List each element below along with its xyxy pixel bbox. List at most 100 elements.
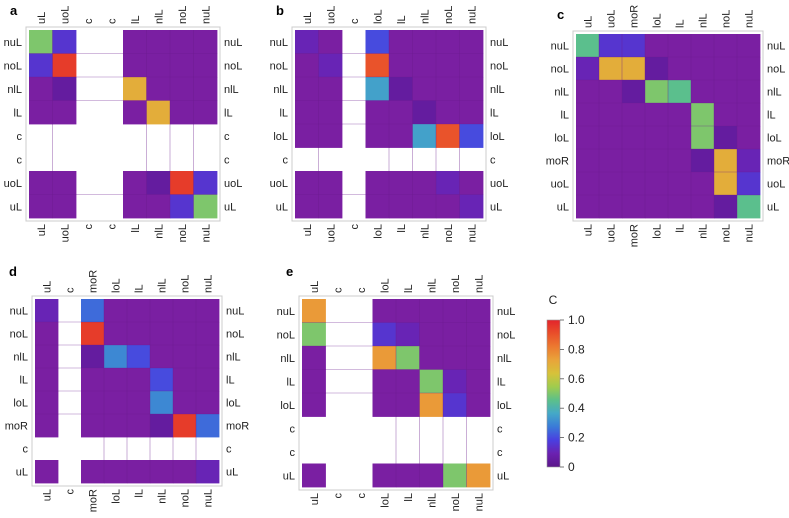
heatmap-cell bbox=[173, 322, 197, 346]
heatmap-cell bbox=[81, 299, 105, 323]
col-tick-label-top: uoL bbox=[606, 10, 618, 28]
row-tick-label-right: uoL bbox=[490, 178, 508, 190]
col-tick-label-top: c bbox=[65, 287, 77, 293]
colorbar-tick-label: 0.4 bbox=[568, 401, 585, 415]
heatmap-cell bbox=[459, 171, 484, 195]
col-tick-label-bottom: uoL bbox=[606, 224, 618, 242]
heatmap-cell bbox=[419, 369, 444, 394]
heatmap-cell bbox=[459, 124, 484, 148]
heatmap-cell bbox=[576, 149, 600, 173]
panel-a: a uLuLuoLuoLcccclLlLnlLnlLnoLnoLnuLnuLnuL… bbox=[4, 3, 243, 242]
col-tick-label-bottom: uoL bbox=[325, 224, 337, 242]
col-tick-label-bottom: lL bbox=[130, 224, 142, 233]
row-tick-label-left: noL bbox=[10, 329, 28, 341]
heatmap-cell bbox=[196, 368, 220, 392]
heatmap-cell bbox=[318, 53, 343, 78]
row-tick-label-right: nuL bbox=[767, 41, 785, 53]
row-tick-label-left: nlL bbox=[554, 87, 569, 99]
col-tick-label-bottom: nuL bbox=[466, 224, 478, 242]
col-tick-label-top: loL bbox=[111, 278, 123, 293]
heatmap-cell bbox=[127, 299, 151, 323]
heatmap-cell bbox=[645, 172, 669, 196]
col-tick-label-bottom: uL bbox=[42, 489, 54, 501]
heatmap-cell bbox=[104, 391, 128, 415]
heatmap-cell bbox=[193, 30, 218, 54]
row-tick-label-left: nlL bbox=[13, 352, 28, 364]
heatmap-cell bbox=[599, 80, 623, 104]
heatmap-cell bbox=[443, 346, 467, 370]
col-tick-label-top: c bbox=[83, 18, 95, 24]
heatmap-cell bbox=[436, 77, 460, 101]
col-tick-label-bottom: lL bbox=[675, 224, 687, 233]
heatmap-cell bbox=[622, 172, 646, 196]
row-tick-label-right: lL bbox=[767, 110, 776, 122]
heatmap-cell bbox=[302, 393, 326, 417]
heatmap-cell bbox=[365, 171, 390, 195]
heatmap-cell bbox=[737, 149, 761, 173]
row-tick-label-right: nuL bbox=[490, 37, 508, 49]
row-tick-label-right: noL bbox=[226, 329, 244, 341]
heatmap-cell bbox=[576, 57, 600, 81]
colorbar-title: C bbox=[549, 293, 558, 307]
row-tick-label-left: nlL bbox=[280, 353, 295, 365]
col-tick-label-bottom: c bbox=[65, 489, 77, 495]
heatmap-cell bbox=[412, 124, 437, 148]
row-tick-label-left: moR bbox=[546, 156, 569, 168]
heatmap-cell bbox=[81, 322, 105, 346]
heatmap-cell bbox=[127, 322, 151, 346]
heatmap-cell bbox=[691, 172, 715, 196]
heatmap-cell bbox=[443, 299, 467, 323]
heatmap-cell bbox=[146, 53, 171, 78]
heatmap-cell bbox=[29, 194, 53, 219]
heatmap-cell bbox=[691, 149, 715, 173]
heatmap-cell bbox=[127, 345, 151, 369]
col-tick-label-bottom: c bbox=[349, 224, 361, 230]
heatmap-cell bbox=[622, 80, 646, 104]
col-tick-label-top: c bbox=[332, 287, 344, 293]
heatmap-cell bbox=[29, 100, 53, 125]
heatmap-cell bbox=[436, 30, 460, 54]
heatmap-cell bbox=[691, 126, 715, 150]
heatmap-cell bbox=[35, 345, 59, 369]
col-tick-label-bottom: noL bbox=[180, 489, 192, 507]
col-tick-label-bottom: c bbox=[106, 224, 118, 230]
row-tick-label-right: nlL bbox=[226, 352, 241, 364]
row-tick-label-left: noL bbox=[4, 60, 22, 72]
heatmap-cell bbox=[35, 460, 59, 484]
row-tick-label-right: c bbox=[490, 154, 496, 166]
row-tick-label-left: nuL bbox=[4, 37, 22, 49]
heatmap-cell bbox=[104, 345, 128, 369]
colorbar-tick-label: 0 bbox=[568, 460, 575, 474]
row-tick-label-left: lL bbox=[560, 110, 569, 122]
col-tick-label-bottom: nuL bbox=[200, 224, 212, 242]
row-tick-label-right: lL bbox=[490, 107, 499, 119]
col-tick-label-top: uL bbox=[36, 12, 48, 24]
col-tick-label-bottom: nlL bbox=[419, 224, 431, 239]
heatmap-cell bbox=[576, 103, 600, 127]
col-tick-label-bottom: nlL bbox=[153, 224, 165, 239]
heatmap-cell bbox=[302, 369, 326, 394]
heatmap-cell bbox=[318, 171, 343, 195]
row-tick-label-right: noL bbox=[224, 60, 242, 72]
heatmap-cell bbox=[29, 30, 53, 54]
heatmap-cell bbox=[52, 194, 77, 219]
heatmap-cell bbox=[389, 77, 413, 101]
row-tick-label-left: uL bbox=[283, 470, 295, 482]
col-tick-label-top: c bbox=[349, 18, 361, 24]
heatmap-cell bbox=[170, 194, 194, 219]
row-tick-label-right: loL bbox=[226, 398, 241, 410]
col-tick-label-bottom: moR bbox=[88, 489, 100, 512]
colorbar-tick-label: 0.8 bbox=[568, 342, 585, 356]
heatmap-cell bbox=[146, 77, 171, 101]
heatmap-cell bbox=[196, 391, 220, 415]
heatmap-cell bbox=[295, 194, 319, 219]
heatmap-cell bbox=[691, 80, 715, 104]
heatmap-cell bbox=[412, 194, 437, 219]
heatmap-cell bbox=[466, 369, 491, 394]
row-tick-label-right: c bbox=[224, 154, 230, 166]
col-tick-label-top: nlL bbox=[157, 278, 169, 293]
heatmap-cell bbox=[35, 299, 59, 323]
heatmap-cell bbox=[81, 345, 105, 369]
heatmap-cell bbox=[466, 299, 491, 323]
heatmap-cell bbox=[372, 299, 397, 323]
